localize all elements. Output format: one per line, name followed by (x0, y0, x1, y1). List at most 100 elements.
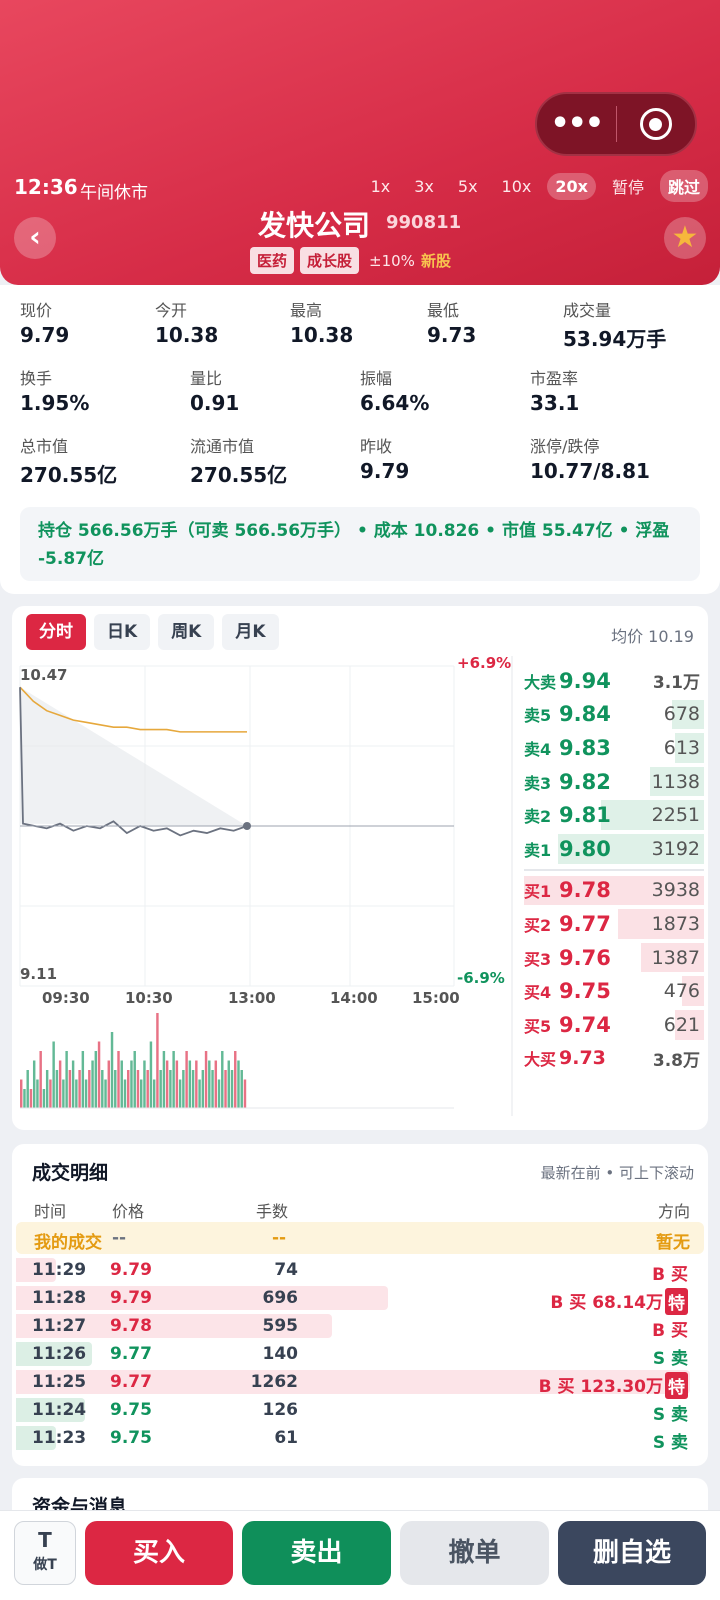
ask-level-3[interactable]: 卖3 9.82 1138 (524, 765, 704, 799)
stock-code: 990811 (386, 212, 462, 233)
level-qty: 613 (663, 736, 700, 759)
bid-level-2[interactable]: 买2 9.77 1873 (524, 907, 704, 941)
volume-bar (201, 1070, 205, 1108)
depth-bar (671, 699, 704, 730)
t-trade-button[interactable]: T 做T (14, 1521, 76, 1585)
volume-bar (188, 1060, 192, 1108)
remove-watchlist-button[interactable]: 删自选 (558, 1521, 706, 1585)
big-ask-price: 9.94 (559, 668, 611, 693)
stock-name: 发快公司 (258, 209, 371, 242)
trade-row[interactable]: 11:28 9.79 696 B 买 68.14万特 (16, 1284, 704, 1315)
close-target-icon[interactable] (617, 108, 696, 140)
volume-bar (23, 1089, 26, 1108)
tab-monthly-k[interactable]: 月K (222, 614, 279, 650)
volume-bar (143, 1060, 146, 1108)
pause-button[interactable]: 暂停 (611, 178, 644, 197)
speed-20x[interactable]: 20x (547, 172, 596, 200)
big-ask-qty: 3.1万 (652, 673, 700, 694)
level-qty: 1138 (651, 770, 700, 793)
market-cap-value: 270.55亿 (20, 463, 118, 487)
trade-volume-bar (16, 1342, 92, 1366)
ask-level-4[interactable]: 卖4 9.83 613 (524, 731, 704, 765)
t-trade-sublabel: 做T (33, 1557, 57, 1573)
speed-3x[interactable]: 3x (414, 176, 434, 196)
price-line (19, 687, 248, 837)
trade-row[interactable]: 11:26 9.77 140 S 卖 (16, 1340, 704, 1369)
level-price: 9.76 (559, 945, 611, 970)
volume-bar (204, 1051, 208, 1108)
volume-bar (169, 1070, 172, 1108)
price-limit: ±10% (369, 251, 415, 270)
volume-bar (191, 1070, 195, 1108)
trade-price: 9.75 (110, 1428, 152, 1448)
my-trades-direction: 暂无 (656, 1233, 690, 1253)
bid-level-4[interactable]: 买4 9.75 476 (524, 974, 704, 1008)
quote-label: 成交量 (563, 301, 612, 320)
volume-bar (26, 1070, 29, 1108)
chart-panel: 分时 日K 周K 月K 均价 10.19 10.47 9.11 +6.9% -6… (12, 606, 708, 1130)
trade-row[interactable]: 11:23 9.75 61 S 卖 (16, 1424, 704, 1453)
new-stock-badge: 新股 (420, 252, 451, 270)
speed-10x[interactable]: 10x (501, 176, 532, 196)
big-ask-row[interactable]: 大卖 9.94 3.1万 (524, 664, 704, 698)
bid-level-5[interactable]: 买5 9.74 621 (524, 1008, 704, 1042)
trade-row[interactable]: 11:25 9.77 1262 B 买 123.30万特 (16, 1368, 704, 1399)
volume-bar (39, 1051, 42, 1108)
intraday-chart[interactable]: 10.47 9.11 +6.9% -6.9% 09:30 10:30 13:00 14… (12, 646, 532, 1130)
volume-bar (117, 1051, 120, 1108)
pe-value: 33.1 (530, 391, 580, 415)
bid-level-1[interactable]: 买1 9.78 3938 (524, 874, 704, 908)
ask-level-2[interactable]: 卖2 9.81 2251 (524, 798, 704, 832)
tab-weekly-k[interactable]: 周K (158, 614, 215, 650)
miniapp-capsule: ••• (535, 92, 697, 156)
x-tick-label: 13:00 (228, 989, 276, 1007)
trade-row[interactable]: 11:29 9.79 74 B 买 (16, 1256, 704, 1285)
tab-intraday[interactable]: 分时 (26, 614, 86, 650)
volume-bar (172, 1051, 175, 1108)
bid-level-3[interactable]: 买3 9.76 1387 (524, 941, 704, 975)
volume-bar (211, 1070, 214, 1108)
level-label: 卖4 (524, 739, 552, 759)
favorite-star-icon[interactable]: ★ (664, 217, 706, 259)
quote-label: 现价 (20, 301, 53, 320)
trade-volume-bar (16, 1258, 56, 1282)
level-qty: 1873 (651, 912, 700, 935)
trade-direction: S 卖 (652, 1405, 688, 1425)
more-dots-icon[interactable]: ••• (550, 106, 604, 141)
level-label: 买3 (524, 949, 552, 969)
trade-qty: 140 (262, 1344, 299, 1364)
level-qty: 3938 (651, 879, 700, 902)
volume-bar (195, 1060, 198, 1108)
big-bid-row[interactable]: 大买 9.73 3.8万 (524, 1042, 704, 1076)
quote-label: 最高 (290, 301, 323, 320)
volume-bar (75, 1079, 78, 1108)
speed-5x[interactable]: 5x (457, 176, 478, 196)
quote-label: 昨收 (360, 437, 393, 456)
volume-bar (159, 1070, 162, 1108)
trade-qty: 74 (274, 1260, 298, 1280)
buy-button[interactable]: 买入 (85, 1521, 233, 1585)
speed-1x[interactable]: 1x (370, 176, 391, 196)
trade-row[interactable]: 11:27 9.78 595 B 买 (16, 1312, 704, 1341)
level-label: 买4 (524, 983, 552, 1003)
trade-volume-bar (16, 1426, 56, 1450)
level-qty: 2251 (651, 804, 700, 827)
ask-level-1[interactable]: 卖1 9.80 3192 (524, 832, 704, 866)
trade-row[interactable]: 11:24 9.75 126 S 卖 (16, 1396, 704, 1425)
y-bottom-label: 9.11 (20, 965, 57, 983)
sell-button[interactable]: 卖出 (242, 1521, 391, 1585)
big-ask-label: 大卖 (524, 672, 557, 692)
cancel-order-button[interactable]: 撤单 (400, 1521, 549, 1585)
volume-bar (78, 1070, 81, 1108)
back-icon[interactable]: ‹ (14, 217, 56, 259)
col-header-price: 价格 (112, 1202, 145, 1221)
level-qty: 3192 (651, 837, 700, 860)
depth-bar (675, 1009, 704, 1040)
x-tick-label: 10:30 (125, 989, 173, 1007)
depth-bar (650, 766, 704, 797)
skip-button[interactable]: 跳过 (659, 170, 708, 202)
volume-bar (65, 1051, 68, 1108)
volume-bar (230, 1070, 234, 1108)
tab-daily-k[interactable]: 日K (94, 614, 151, 650)
ask-level-5[interactable]: 卖5 9.84 678 (524, 698, 704, 732)
